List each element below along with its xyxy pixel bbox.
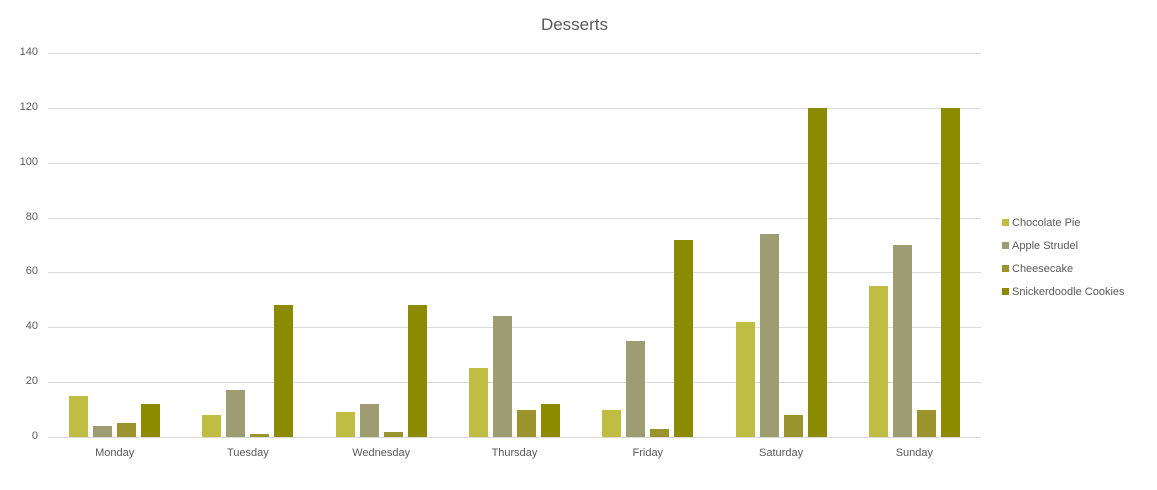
x-tick-label: Sunday (895, 447, 933, 459)
legend-label: Apple Strudel (1012, 239, 1079, 252)
legend-item[interactable]: Chocolate Pie (1002, 211, 1125, 234)
x-tick-label: Friday (632, 447, 664, 459)
y-tick-label: 60 (25, 265, 38, 278)
legend-swatch-icon (1002, 265, 1009, 272)
y-tick-label: 40 (25, 320, 38, 333)
y-tick-label: 100 (19, 155, 38, 168)
bar[interactable] (674, 239, 694, 437)
gridline (48, 327, 981, 329)
bar[interactable] (69, 395, 89, 437)
bar[interactable] (541, 404, 560, 437)
bar[interactable] (940, 107, 960, 437)
bar[interactable] (602, 409, 622, 437)
bar[interactable] (469, 368, 488, 437)
bar[interactable] (93, 426, 113, 437)
bar[interactable] (650, 428, 670, 437)
legend-item[interactable]: Snickerdoodle Cookies (1002, 280, 1125, 303)
y-tick-label: 0 (31, 430, 38, 442)
x-tick-label: Thursday (491, 447, 538, 459)
legend-label: Cheesecake (1012, 262, 1074, 275)
bar[interactable] (868, 286, 888, 437)
gridline (48, 217, 981, 219)
legend-swatch-icon (1002, 288, 1009, 295)
plot-area (48, 53, 981, 438)
legend-swatch-icon (1002, 242, 1009, 249)
gridline (48, 53, 981, 54)
bar[interactable] (892, 245, 912, 437)
y-tick-label: 140 (19, 46, 38, 58)
bar[interactable] (226, 390, 246, 437)
gridline (48, 272, 981, 274)
bar[interactable] (383, 431, 403, 437)
bar[interactable] (493, 316, 512, 437)
gridline (48, 437, 981, 438)
legend-label: Snickerdoodle Cookies (1012, 285, 1125, 298)
bar[interactable] (359, 404, 379, 437)
y-tick-label: 80 (25, 210, 38, 223)
bar[interactable] (335, 412, 355, 437)
bar[interactable] (202, 415, 222, 437)
x-tick-label: Saturday (759, 447, 804, 459)
legend-swatch-icon (1002, 219, 1009, 226)
bar[interactable] (141, 404, 161, 437)
x-tick-label: Tuesday (227, 447, 269, 459)
bar[interactable] (916, 409, 936, 437)
bar[interactable] (117, 423, 137, 437)
gridline (48, 107, 981, 109)
bar[interactable] (735, 321, 755, 437)
bar[interactable] (250, 434, 270, 437)
legend-item[interactable]: Cheesecake (1002, 257, 1125, 280)
bar[interactable] (807, 107, 827, 437)
bar[interactable] (783, 415, 803, 437)
legend: Chocolate Pie Apple Strudel Cheesecake Snic… (1002, 211, 1125, 303)
gridline (48, 162, 981, 164)
bar[interactable] (626, 341, 646, 437)
gridline (48, 382, 981, 384)
x-tick-label: Monday (95, 447, 135, 459)
chart-title: Desserts (540, 15, 609, 34)
legend-label: Chocolate Pie (1012, 216, 1081, 229)
bar[interactable] (274, 305, 294, 437)
y-tick-label: 20 (25, 375, 38, 388)
legend-item[interactable]: Apple Strudel (1002, 234, 1125, 257)
bar[interactable] (759, 234, 779, 437)
bar[interactable] (407, 305, 427, 437)
x-tick-label: Wednesday (352, 447, 411, 459)
y-tick-label: 120 (19, 100, 38, 113)
bar[interactable] (517, 409, 536, 437)
